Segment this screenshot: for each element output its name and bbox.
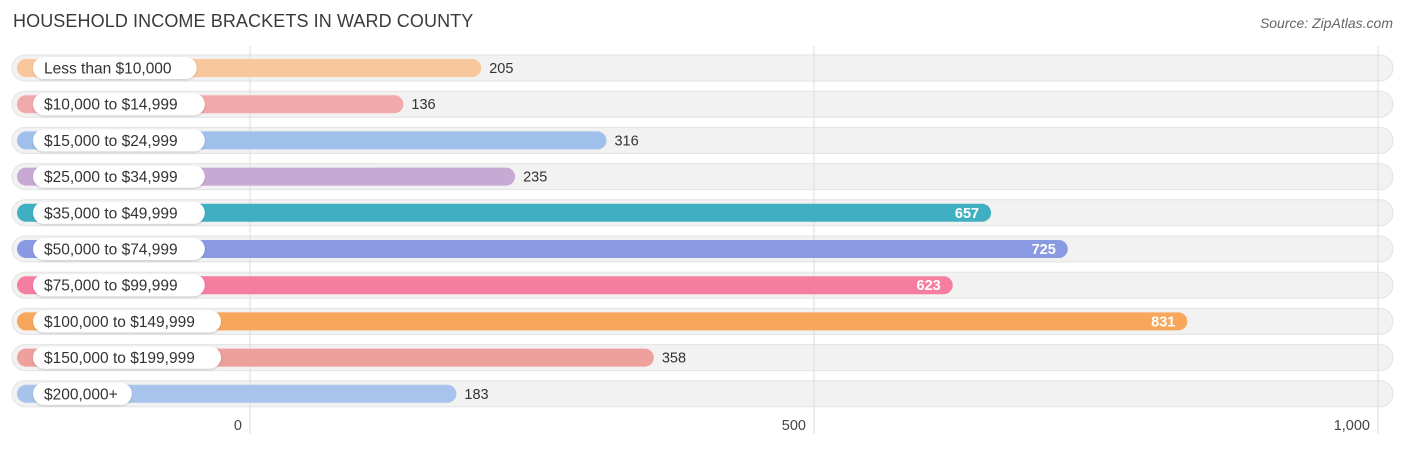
category-label: Less than $10,000 bbox=[44, 61, 172, 78]
category-label-bg bbox=[33, 129, 205, 152]
value-label: 623 bbox=[917, 278, 941, 294]
category-label-bg bbox=[33, 238, 205, 260]
x-tick-label: 500 bbox=[782, 418, 806, 434]
value-label: 657 bbox=[955, 206, 979, 222]
category-label-bg bbox=[33, 93, 205, 116]
category-label-bg bbox=[33, 346, 221, 369]
bar bbox=[17, 312, 1188, 331]
category-label-bg bbox=[33, 201, 205, 224]
x-tick-label: 0 bbox=[234, 418, 242, 434]
value-label: 316 bbox=[614, 133, 638, 149]
category-label: $10,000 to $14,999 bbox=[44, 97, 178, 114]
value-label: 831 bbox=[1151, 314, 1175, 330]
category-label: $150,000 to $199,999 bbox=[44, 350, 195, 367]
category-label-bg bbox=[33, 57, 197, 79]
value-label: 136 bbox=[411, 97, 435, 113]
bar bbox=[17, 203, 992, 222]
category-label: $100,000 to $149,999 bbox=[44, 314, 195, 331]
value-label: 725 bbox=[1032, 242, 1056, 258]
category-label-bg bbox=[33, 382, 132, 405]
category-label-bg bbox=[33, 165, 205, 188]
category-label: $15,000 to $24,999 bbox=[44, 133, 178, 150]
value-label: 358 bbox=[662, 351, 686, 367]
bar bbox=[17, 276, 953, 295]
category-label: $75,000 to $99,999 bbox=[44, 278, 178, 295]
source-label: Source: ZipAtlas.com bbox=[1259, 15, 1393, 31]
category-label: $25,000 to $34,999 bbox=[44, 169, 178, 186]
bar bbox=[17, 240, 1068, 258]
value-label: 205 bbox=[489, 61, 513, 77]
chart-title: HOUSEHOLD INCOME BRACKETS IN WARD COUNTY bbox=[13, 11, 474, 31]
category-label: $50,000 to $74,999 bbox=[44, 242, 178, 259]
category-label-bg bbox=[33, 310, 221, 333]
category-label-bg bbox=[33, 274, 205, 297]
value-label: 235 bbox=[523, 170, 547, 186]
x-tick-label: 1,000 bbox=[1334, 418, 1370, 434]
value-label: 183 bbox=[464, 387, 488, 403]
category-label: $200,000+ bbox=[44, 386, 118, 403]
category-label: $35,000 to $49,999 bbox=[44, 205, 178, 222]
